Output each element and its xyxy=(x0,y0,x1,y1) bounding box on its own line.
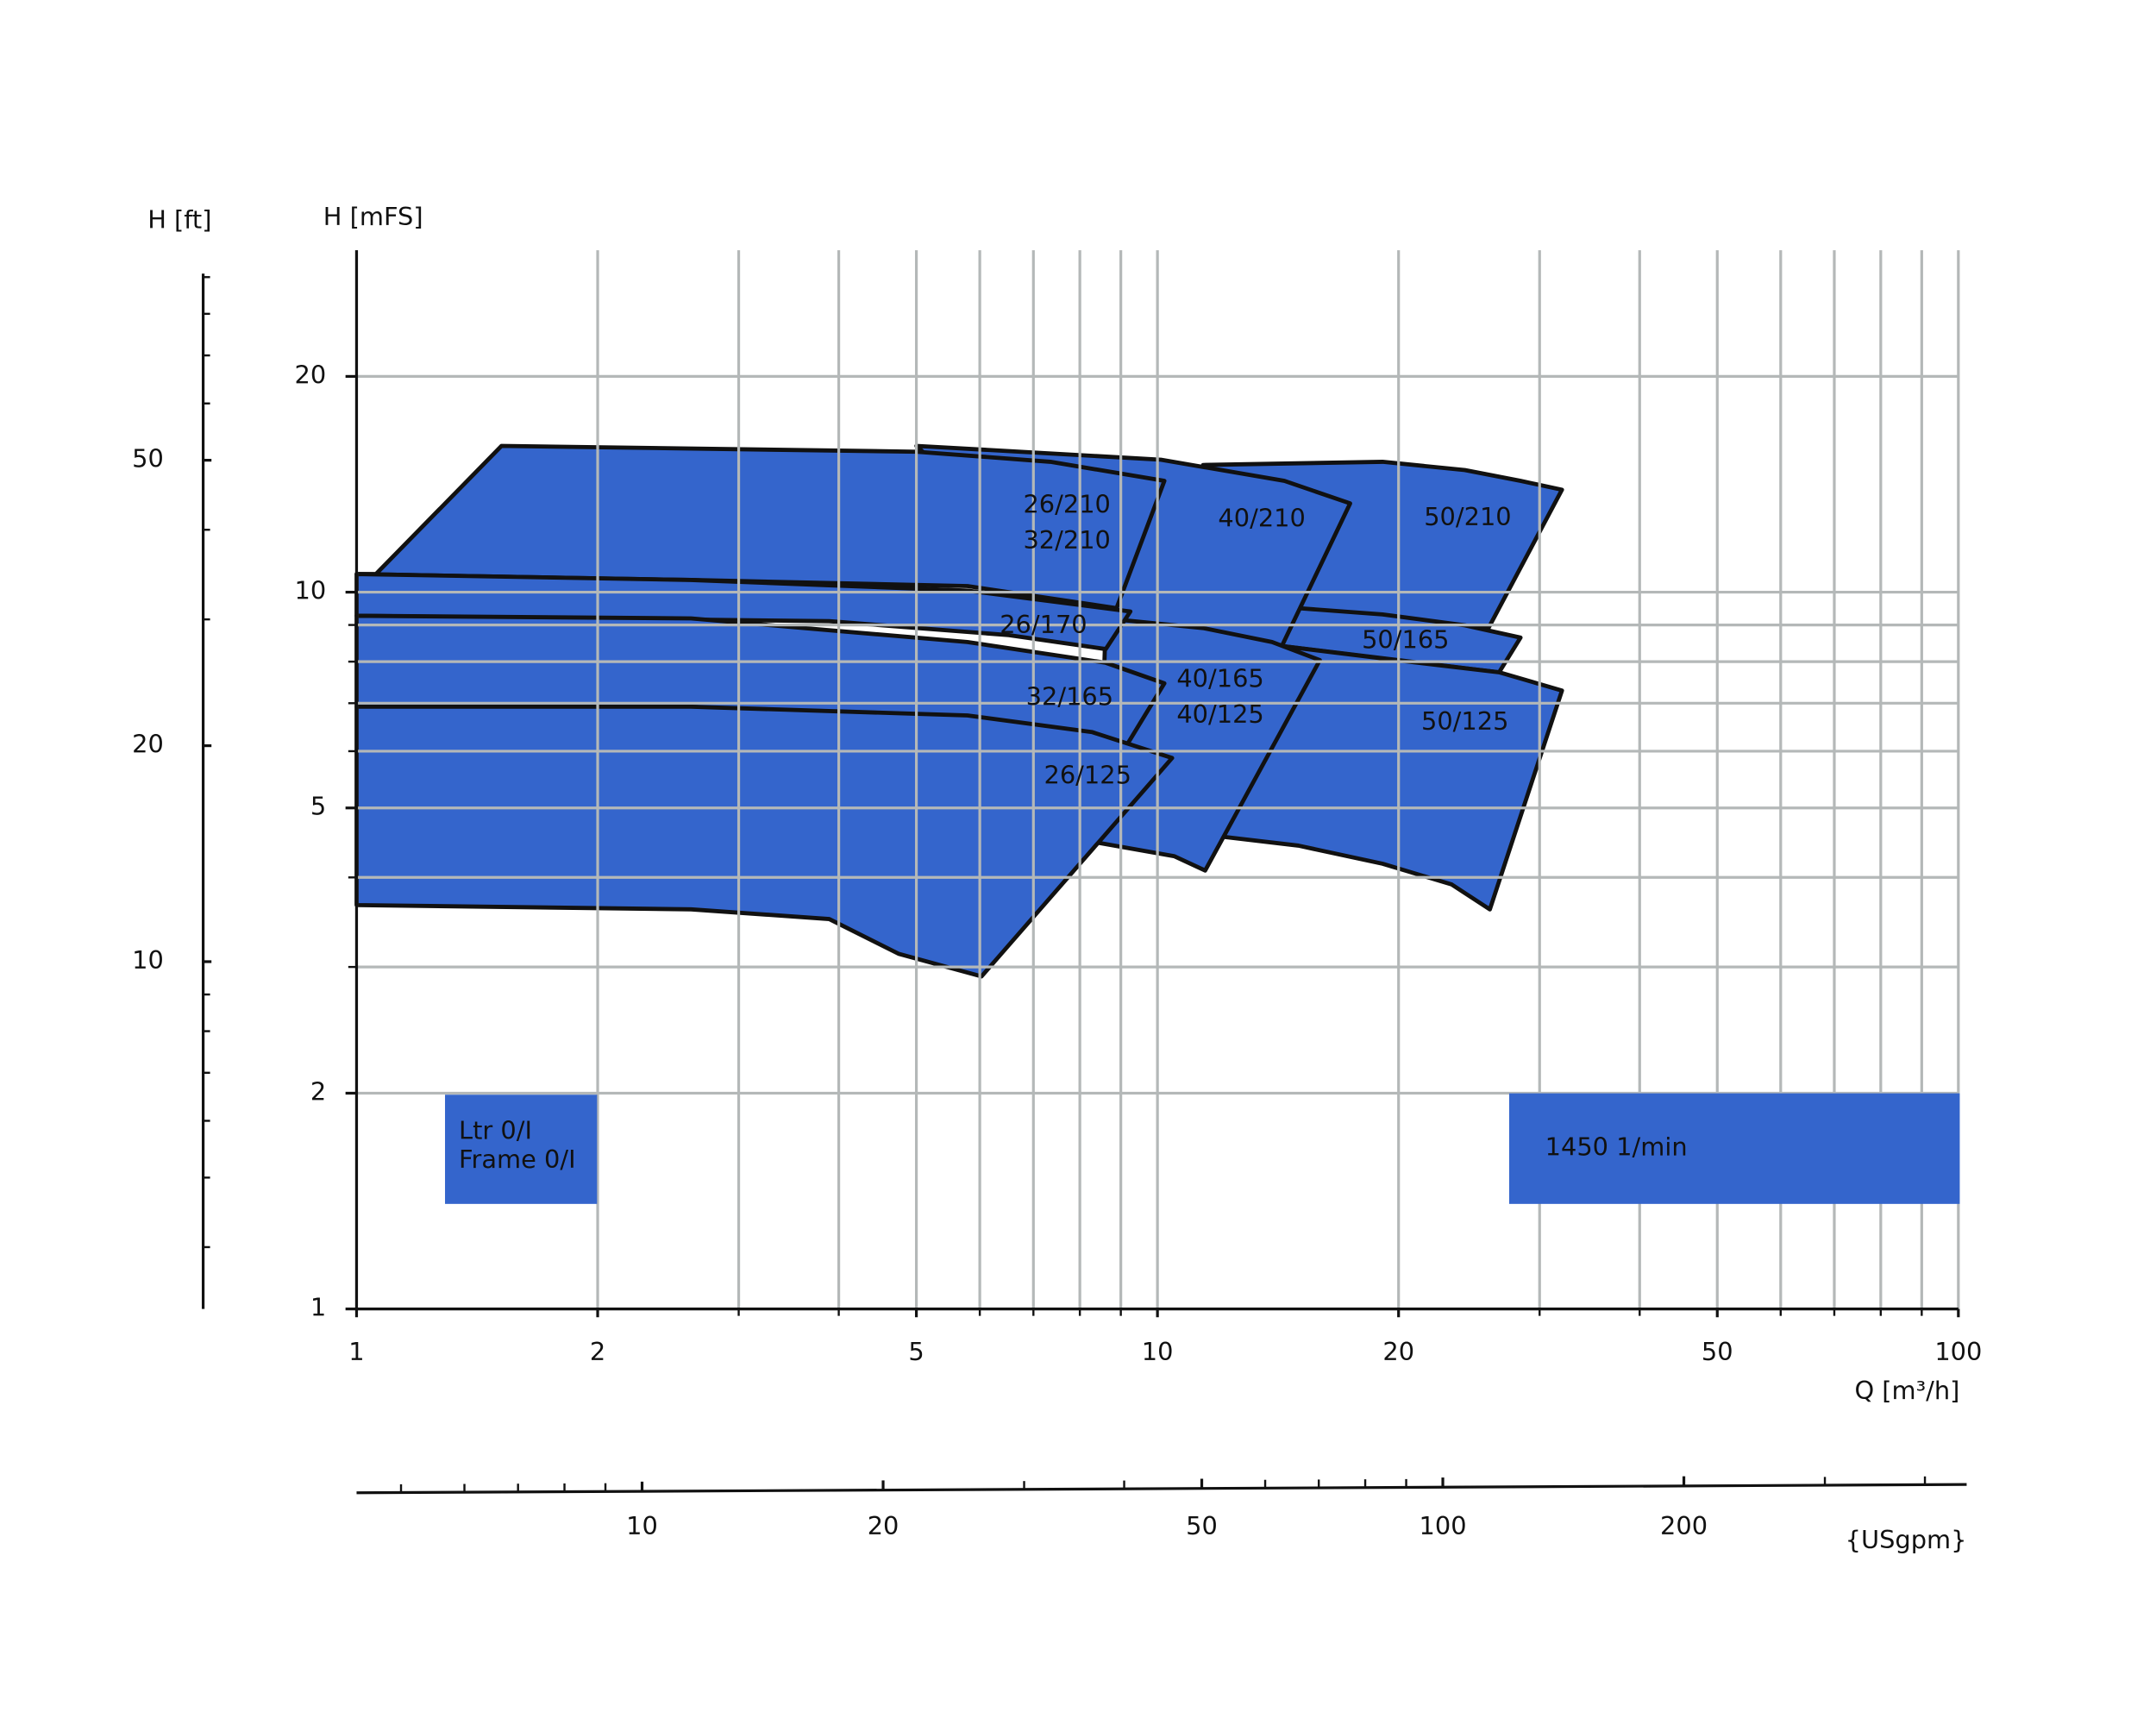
y2-tick-label: 50 xyxy=(132,444,164,474)
x-tick-label: 1 xyxy=(348,1337,364,1366)
x-tick-label: 5 xyxy=(908,1337,924,1366)
x-tick-label: 10 xyxy=(1142,1337,1174,1366)
x-tick-label: 20 xyxy=(1382,1337,1414,1366)
info-text: Ltr 0/I xyxy=(459,1116,532,1145)
region-label: 50/125 xyxy=(1421,706,1508,736)
region-label: 50/165 xyxy=(1362,625,1449,655)
x-tick-label: 100 xyxy=(1934,1337,1982,1366)
y-tick-label: 1 xyxy=(310,1293,326,1322)
y2-axis-title: H [ft] xyxy=(147,204,211,234)
pump-region xyxy=(1213,643,1564,912)
x-tick-label: 50 xyxy=(1702,1337,1733,1366)
x2-tick-label: 20 xyxy=(868,1511,899,1540)
x-tick-label: 2 xyxy=(590,1337,605,1366)
region-label: 40/210 xyxy=(1218,504,1305,533)
speed-label: 1450 1/min xyxy=(1545,1132,1688,1162)
region-label: 40/165 xyxy=(1176,663,1263,693)
region-label: 26/170 xyxy=(1000,610,1087,639)
y-tick-label: 5 xyxy=(310,792,326,821)
x2-tick-label: 100 xyxy=(1420,1511,1467,1540)
region-label: 32/165 xyxy=(1026,681,1113,711)
info-text: Frame 0/I xyxy=(459,1145,576,1174)
x2-tick-label: 200 xyxy=(1660,1511,1708,1540)
x2-axis xyxy=(356,1483,1967,1495)
region-label: 32/210 xyxy=(1023,525,1110,555)
region-label: 26/210 xyxy=(1023,490,1110,519)
y-tick-label: 20 xyxy=(295,360,327,389)
x2-axis-title: {USgpm} xyxy=(1846,1525,1967,1554)
region-label: 50/210 xyxy=(1424,502,1511,531)
region-label: 40/125 xyxy=(1176,699,1263,729)
y2-tick-label: 10 xyxy=(132,945,164,975)
y-axis-title: H [mFS] xyxy=(323,202,423,231)
x-axis-title: Q [m³/h] xyxy=(1854,1376,1959,1405)
x2-tick-label: 50 xyxy=(1186,1511,1218,1540)
y-tick-label: 2 xyxy=(310,1076,326,1106)
info-box xyxy=(445,1095,598,1204)
y-tick-label: 10 xyxy=(295,576,327,605)
y2-tick-label: 20 xyxy=(132,730,164,759)
x2-tick-label: 10 xyxy=(626,1511,658,1540)
region-label: 26/125 xyxy=(1044,761,1131,790)
pump-region xyxy=(354,704,1175,979)
speed-box xyxy=(1509,1093,1960,1204)
